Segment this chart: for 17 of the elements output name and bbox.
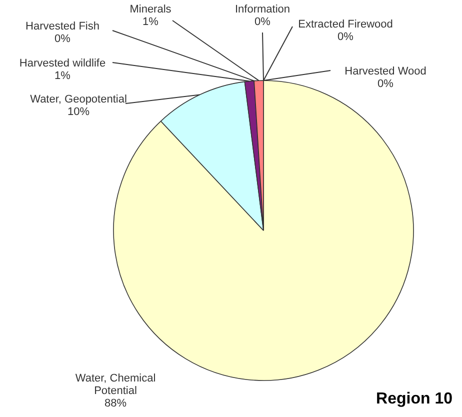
slice-label: Water, Geopotential — [30, 94, 127, 106]
data-label: 88% — [104, 398, 127, 410]
text: 0% — [378, 78, 394, 90]
category-label: Information — [234, 4, 290, 16]
slice-label: Harvested wildlife — [19, 58, 106, 70]
text: 0% — [254, 16, 270, 28]
category-label: Harvested Wood — [344, 66, 426, 78]
slice-label: Minerals — [130, 4, 172, 16]
slice-label: Water, Chemical Potential — [75, 372, 156, 398]
text: 0% — [54, 33, 70, 46]
category-label: Harvested Fish — [26, 20, 100, 32]
text: 0% — [338, 31, 354, 44]
data-label: 1% — [142, 16, 159, 28]
text: Region 10 — [376, 390, 453, 408]
data-label: 1% — [54, 70, 71, 82]
data-label: 10% — [67, 106, 90, 118]
category-label: Extracted Firewood — [298, 18, 393, 30]
